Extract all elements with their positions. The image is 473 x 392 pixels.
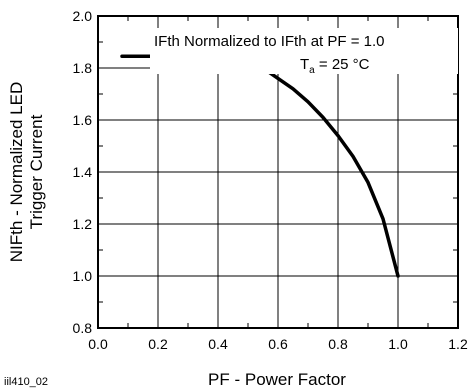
annotation-temp-subscript: a: [309, 65, 315, 76]
x-tick-label: 1.2: [448, 336, 468, 352]
x-tick-label: 0.6: [268, 336, 288, 352]
series-group: [120, 54, 400, 278]
x-tick-label: 0.2: [148, 336, 168, 352]
annotation-normalization: IFth Normalized to IFth at PF = 1.0: [154, 33, 385, 50]
x-tick-label: 0.0: [88, 336, 108, 352]
annotation-temp-symbol: T: [300, 56, 309, 73]
y-tick-label: 2.0: [73, 8, 93, 24]
y-tick-label: 1.4: [73, 164, 93, 180]
annotation-temp-value: = 25 °C: [315, 56, 370, 73]
y-tick-label: 0.8: [73, 320, 93, 336]
x-tick-label: 0.8: [328, 336, 348, 352]
y-tick-label: 1.0: [73, 268, 93, 284]
annotation-background: [150, 28, 458, 74]
y-tick-label: 1.8: [73, 60, 93, 76]
annotation-temperature: Ta = 25 °C: [300, 56, 370, 76]
y-tick-labels: 0.8 1.0 1.2 1.4 1.6 1.8 2.0: [73, 8, 93, 336]
x-tick-label: 0.4: [208, 336, 228, 352]
x-tick-label: 1.0: [388, 336, 408, 352]
y-axis-title-line1: NIFth - Normalized LED: [7, 82, 26, 262]
x-axis-title: PF - Power Factor: [208, 370, 346, 389]
y-tick-label: 1.2: [73, 216, 93, 232]
plot-frame: [97, 15, 459, 329]
y-axis-title-line2: Trigger Current: [27, 114, 46, 229]
y-tick-label: 1.6: [73, 112, 93, 128]
series-line-0: [120, 54, 400, 278]
x-tick-labels: 0.0 0.2 0.4 0.6 0.8 1.0 1.2: [88, 336, 468, 352]
figure-code: iil410_02: [4, 376, 48, 388]
